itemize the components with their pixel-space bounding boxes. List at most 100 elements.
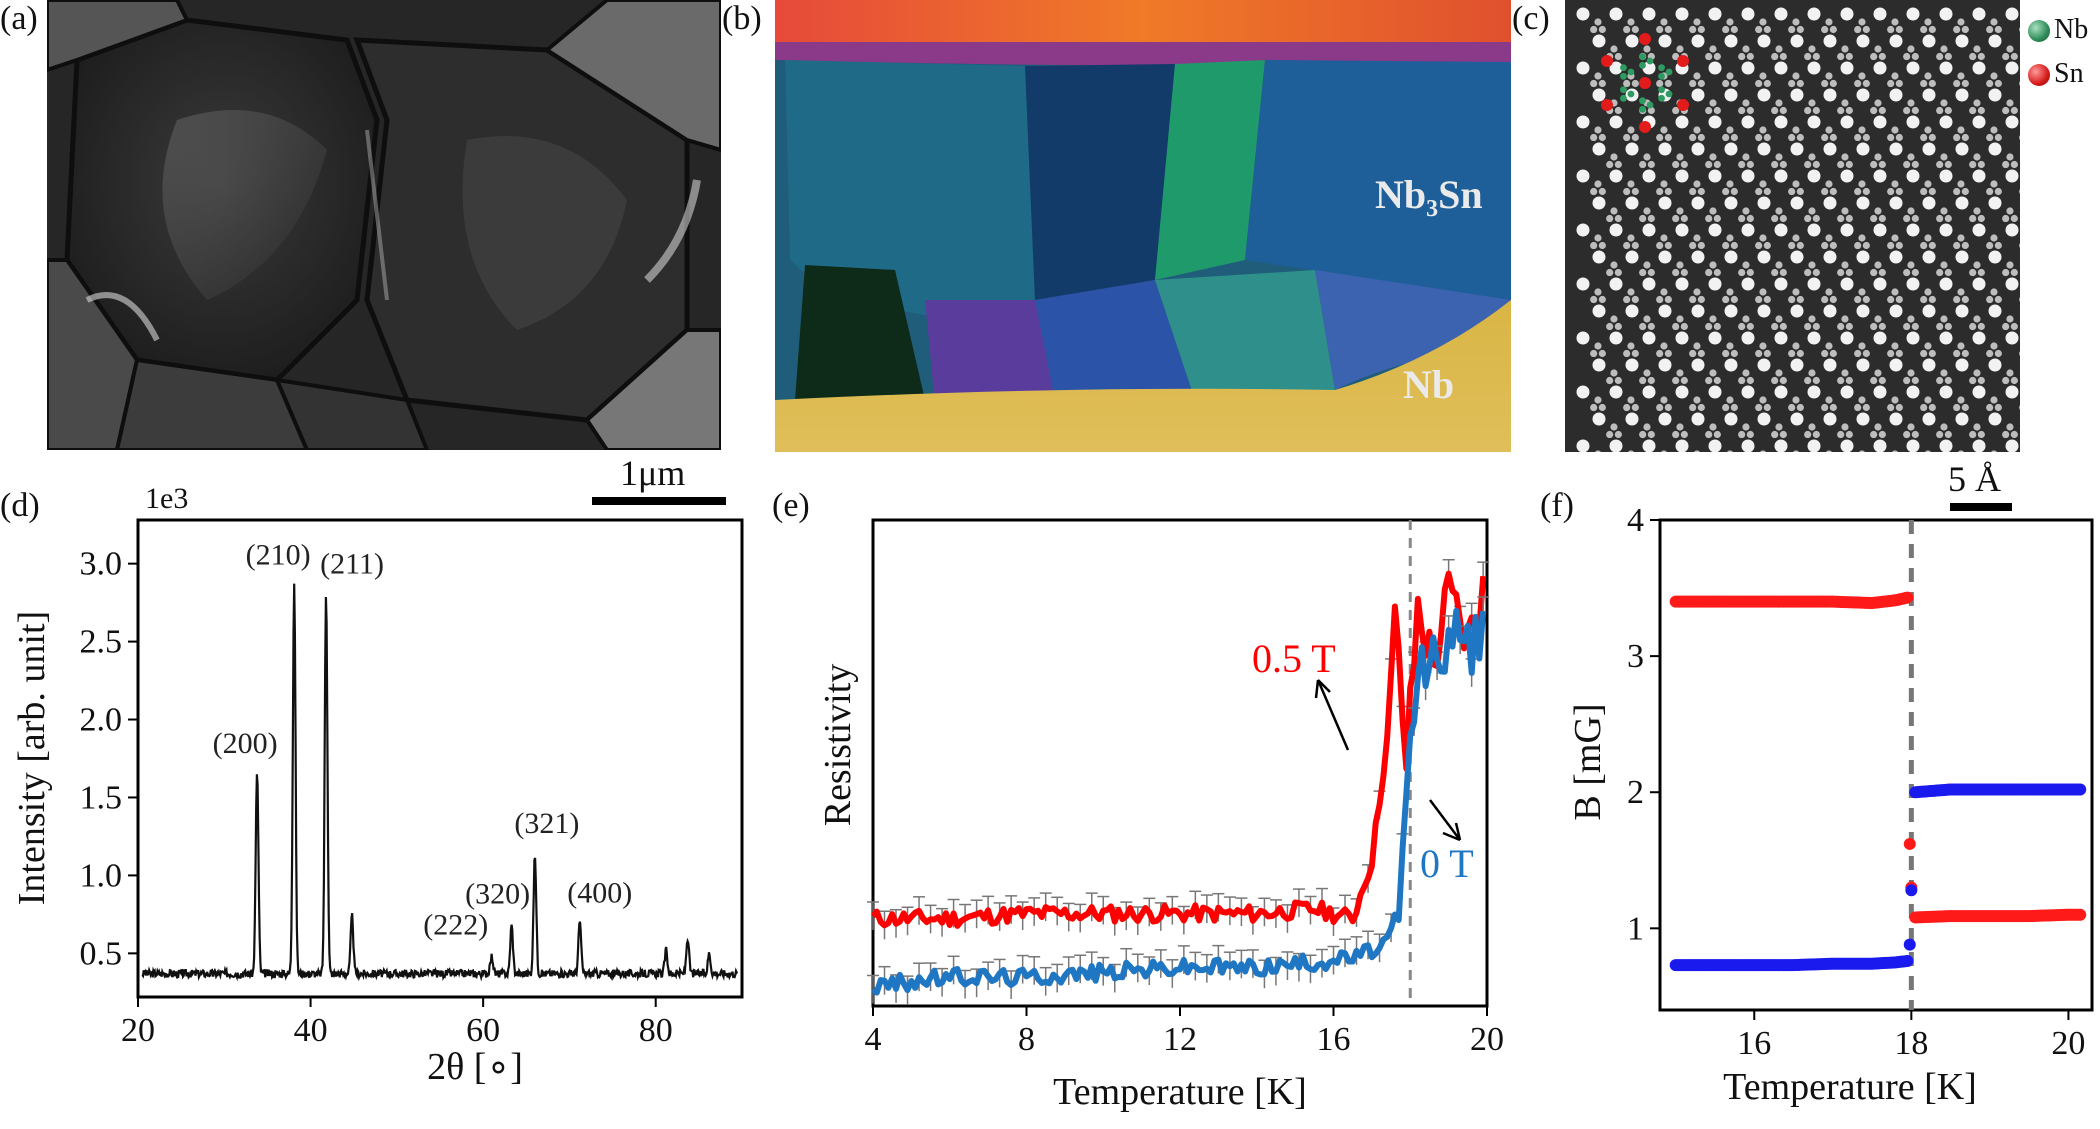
lattice-trimer-atom: [1804, 322, 1812, 331]
b-field-x-tick-label: 18: [1894, 1025, 1928, 1062]
stem-lattice-image: [1565, 0, 2020, 452]
lattice-bright-atom: [1576, 115, 1590, 129]
lattice-trimer-atom: [1623, 25, 1631, 34]
lattice-trimer-atom: [1722, 25, 1730, 34]
lattice-bright-atom: [1592, 412, 1606, 426]
nb-marker: [1639, 53, 1646, 61]
lattice-trimer-atom: [1895, 403, 1903, 412]
lattice-bright-atom: [1609, 277, 1623, 291]
lattice-trimer-atom: [1994, 79, 2002, 88]
lattice-trimer-atom: [1821, 79, 1829, 88]
lattice-bright-atom: [1988, 250, 2002, 264]
lattice-trimer-atom: [1895, 241, 1903, 250]
resistivity-series-0: [870, 570, 1487, 929]
lattice-trimer-atom: [1953, 403, 1961, 412]
lattice-trimer-atom: [1953, 79, 1961, 88]
lattice-trimer-atom: [1825, 288, 1833, 296]
lattice-trimer-atom: [1788, 79, 1796, 88]
lattice-bright-atom: [1823, 304, 1837, 318]
lattice-trimer-atom: [1821, 349, 1829, 358]
lattice-bright-atom: [1988, 412, 2002, 426]
xrd-peak-label: (222): [423, 908, 488, 941]
lattice-trimer-atom: [1825, 180, 1833, 188]
b-field-x-tick-label: 16: [1737, 1025, 1771, 1062]
lattice-trimer-atom: [1862, 349, 1870, 358]
ebsd-cross-section: Nb₃Sn Nb: [775, 0, 1511, 452]
lattice-trimer-atom: [1878, 52, 1886, 61]
lattice-trimer-atom: [1742, 207, 1750, 215]
lattice-trimer-atom: [1623, 187, 1631, 196]
lattice-trimer-atom: [1837, 322, 1845, 331]
xrd-y-tick-label: 3.0: [80, 546, 123, 583]
xrd-x-tick-label: 60: [466, 1012, 500, 1049]
lattice-trimer-atom: [1887, 25, 1895, 34]
lattice-trimer-atom: [2006, 315, 2014, 323]
lattice-trimer-atom: [1594, 180, 1602, 188]
lattice-bright-atom: [1774, 439, 1788, 452]
lattice-trimer-atom: [1944, 268, 1952, 277]
lattice-trimer-atom: [1676, 45, 1684, 53]
lattice-trimer-atom: [2019, 81, 2020, 86]
lattice-trimer-atom: [1627, 450, 1634, 452]
resistivity-series-1: [871, 607, 1487, 996]
lattice-trimer-atom: [1627, 288, 1635, 296]
lattice-trimer-atom: [1730, 187, 1738, 196]
lattice-bright-atom: [1724, 250, 1738, 264]
lattice-trimer-atom: [1631, 241, 1639, 250]
lattice-trimer-atom: [2019, 189, 2020, 194]
lattice-bright-atom: [1642, 169, 1656, 183]
lattice-bright-atom: [1922, 88, 1936, 102]
lattice-bright-atom: [1988, 88, 2002, 102]
lattice-trimer-atom: [1924, 342, 1932, 350]
lattice-trimer-atom: [1895, 295, 1903, 304]
nb-marker: [1627, 68, 1635, 76]
lattice-trimer-atom: [1627, 126, 1635, 134]
lattice-bright-atom: [1675, 331, 1689, 345]
lattice-trimer-atom: [1759, 72, 1767, 80]
lattice-bright-atom: [1955, 88, 1969, 102]
lattice-trimer-atom: [1845, 322, 1853, 331]
lattice-bright-atom: [1642, 385, 1656, 399]
lattice-trimer-atom: [1759, 342, 1767, 350]
lattice-trimer-atom: [2006, 369, 2014, 377]
lattice-trimer-atom: [1627, 234, 1635, 242]
lattice-trimer-atom: [1895, 133, 1903, 142]
lattice-trimer-atom: [1709, 423, 1717, 431]
lattice-trimer-atom: [1610, 45, 1618, 53]
nb-marker: [1658, 94, 1665, 102]
lattice-bright-atom: [1972, 439, 1986, 452]
lattice-bright-atom: [1823, 412, 1837, 426]
lattice-trimer-atom: [1903, 52, 1911, 61]
lattice-trimer-atom: [1804, 52, 1812, 61]
lattice-trimer-atom: [1808, 261, 1816, 269]
lattice-trimer-atom: [1936, 376, 1944, 385]
lattice-trimer-atom: [2010, 52, 2018, 61]
lattice-trimer-atom: [1639, 214, 1647, 223]
nb-marker: [1639, 97, 1646, 105]
lattice-trimer-atom: [1623, 295, 1631, 304]
nb-marker: [1620, 94, 1627, 102]
nb-marker: [1639, 61, 1646, 69]
lattice-bright-atom: [1708, 115, 1722, 129]
lattice-trimer-atom: [1759, 396, 1767, 404]
lattice-trimer-atom: [1643, 423, 1651, 431]
lattice-trimer-atom: [1755, 295, 1763, 304]
lattice-trimer-atom: [1870, 52, 1878, 61]
lattice-trimer-atom: [1610, 153, 1618, 161]
lattice-bright-atom: [1873, 277, 1887, 291]
lattice-bright-atom: [1922, 358, 1936, 372]
lattice-trimer-atom: [1742, 45, 1750, 53]
lattice-trimer-atom: [1738, 322, 1746, 331]
lattice-trimer-atom: [1796, 295, 1804, 304]
lattice-trimer-atom: [1746, 52, 1754, 61]
lattice-trimer-atom: [1924, 450, 1931, 452]
lattice-trimer-atom: [1680, 268, 1688, 277]
lattice-trimer-atom: [1730, 403, 1738, 412]
lattice-trimer-atom: [1829, 133, 1837, 142]
lattice-trimer-atom: [1973, 423, 1981, 431]
lattice-trimer-atom: [1738, 430, 1746, 439]
lattice-bright-atom: [1873, 169, 1887, 183]
lattice-trimer-atom: [1858, 450, 1865, 452]
b-field-point: [2074, 908, 2087, 921]
